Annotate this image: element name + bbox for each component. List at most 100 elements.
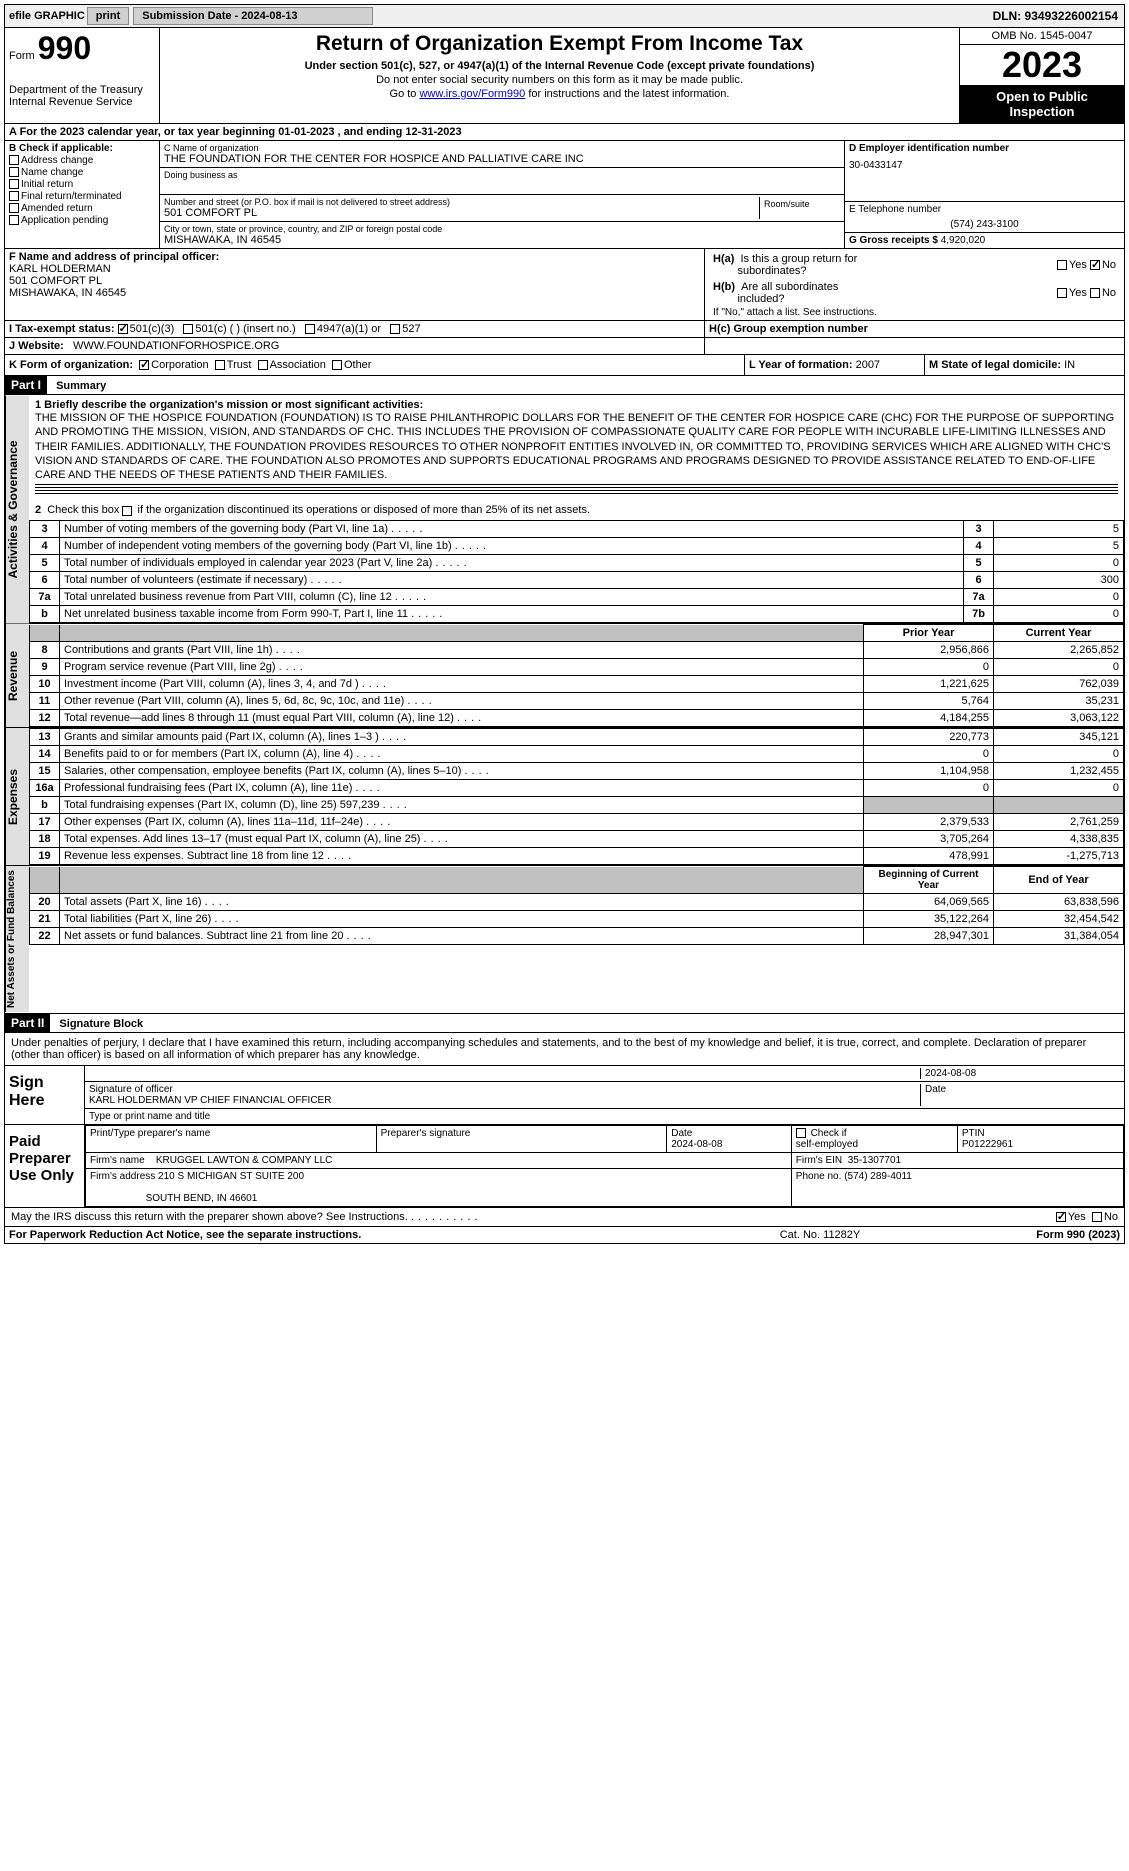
tax-status-row: I Tax-exempt status: 501(c)(3) 501(c) ( … — [4, 321, 1125, 338]
street-cell: Number and street (or P.O. box if mail i… — [160, 195, 844, 222]
officer-h-row: F Name and address of principal officer:… — [4, 249, 1125, 321]
expenses-table: 13Grants and similar amounts paid (Part … — [29, 728, 1124, 865]
page-footer: For Paperwork Reduction Act Notice, see … — [4, 1227, 1125, 1244]
topbar: efile GRAPHIC print Submission Date - 20… — [4, 4, 1125, 28]
chk-trust[interactable] — [215, 360, 225, 370]
revenue-section: Revenue Prior Year Current Year 8Contrib… — [4, 624, 1125, 728]
table-row: 9Program service revenue (Part VIII, lin… — [30, 659, 1124, 676]
dba-cell: Doing business as — [160, 168, 844, 195]
form-header: Form 990 Department of the Treasury Inte… — [4, 28, 1125, 124]
table-row: 11Other revenue (Part VIII, column (A), … — [30, 693, 1124, 710]
chk-name[interactable] — [9, 167, 19, 177]
efile-label: efile GRAPHIC — [9, 10, 85, 22]
ein-cell: D Employer identification number 30-0433… — [845, 141, 1124, 202]
principal-officer: F Name and address of principal officer:… — [5, 249, 704, 320]
paperwork-notice: For Paperwork Reduction Act Notice, see … — [9, 1229, 720, 1241]
chk-4947[interactable] — [305, 324, 315, 334]
table-row: 4Number of independent voting members of… — [30, 538, 1124, 555]
chk-527[interactable] — [390, 324, 400, 334]
part2-label: Part II — [5, 1014, 50, 1032]
gross-receipts-cell: G Gross receipts $ 4,920,020 — [845, 233, 1124, 248]
net-assets-section: Net Assets or Fund Balances Beginning of… — [4, 866, 1125, 1013]
chk-corp[interactable] — [139, 360, 149, 370]
chk-application[interactable] — [9, 215, 19, 225]
chk-501c3[interactable] — [118, 324, 128, 334]
preparer-table: Print/Type preparer's name Preparer's si… — [85, 1125, 1124, 1207]
chk-ha-yes[interactable] — [1057, 260, 1067, 270]
sign-here-label: Sign Here — [5, 1066, 85, 1124]
city-cell: City or town, state or province, country… — [160, 222, 844, 248]
discuss-row: May the IRS discuss this return with the… — [4, 1208, 1125, 1227]
chk-discuss-no[interactable] — [1092, 1212, 1102, 1222]
row-a-tax-year: A For the 2023 calendar year, or tax yea… — [4, 124, 1125, 141]
table-row: 10Investment income (Part VIII, column (… — [30, 676, 1124, 693]
part1-label: Part I — [5, 376, 47, 394]
table-row: bTotal fundraising expenses (Part IX, co… — [30, 797, 1124, 814]
table-row: 7aTotal unrelated business revenue from … — [30, 589, 1124, 606]
activities-governance-section: Activities & Governance 1 Briefly descri… — [4, 395, 1125, 624]
omb-number: OMB No. 1545-0047 — [960, 28, 1124, 45]
side-net: Net Assets or Fund Balances — [5, 866, 29, 1012]
table-row: 16aProfessional fundraising fees (Part I… — [30, 780, 1124, 797]
table-row: 20Total assets (Part X, line 16) ....64,… — [30, 894, 1124, 911]
phone-cell: E Telephone number (574) 243-3100 — [845, 202, 1124, 233]
h-section: H(a) Is this a group return for subordin… — [704, 249, 1124, 320]
revenue-table: Prior Year Current Year 8Contributions a… — [29, 624, 1124, 727]
chk-ha-no[interactable] — [1090, 260, 1100, 270]
chk-final[interactable] — [9, 191, 19, 201]
mission-text: THE MISSION OF THE HOSPICE FOUNDATION (F… — [35, 411, 1118, 482]
part1-header-row: Part I Summary — [4, 376, 1125, 395]
table-row: 6Total number of volunteers (estimate if… — [30, 572, 1124, 589]
chk-501c[interactable] — [183, 324, 193, 334]
submission-date-button[interactable]: Submission Date - 2024-08-13 — [133, 7, 373, 25]
sig-date: 2024-08-08 — [920, 1068, 1120, 1079]
public-inspection: Open to Public Inspection — [960, 85, 1124, 123]
irs-link[interactable]: www.irs.gov/Form990 — [419, 88, 525, 100]
form-label: Form — [9, 50, 35, 62]
department: Department of the Treasury Internal Reve… — [9, 84, 155, 108]
room-suite: Room/suite — [760, 197, 840, 219]
table-row: 8Contributions and grants (Part VIII, li… — [30, 642, 1124, 659]
perjury-statement: Under penalties of perjury, I declare th… — [5, 1033, 1124, 1065]
chk-assoc[interactable] — [258, 360, 268, 370]
expenses-section: Expenses 13Grants and similar amounts pa… — [4, 728, 1125, 866]
table-row: 19Revenue less expenses. Subtract line 1… — [30, 848, 1124, 865]
chk-self-employed[interactable] — [796, 1128, 806, 1138]
table-row: 21Total liabilities (Part X, line 26) ..… — [30, 911, 1124, 928]
chk-other[interactable] — [332, 360, 342, 370]
paid-preparer-label: Paid Preparer Use Only — [5, 1125, 85, 1207]
form-subtitle: Under section 501(c), 527, or 4947(a)(1)… — [168, 60, 951, 72]
table-row: 13Grants and similar amounts paid (Part … — [30, 729, 1124, 746]
chk-discontinued[interactable] — [122, 506, 132, 516]
side-expenses: Expenses — [5, 728, 29, 865]
klm-row: K Form of organization: Corporation Trus… — [4, 355, 1125, 376]
entity-info-grid: B Check if applicable: Address change Na… — [4, 141, 1125, 249]
form-number: 990 — [38, 30, 91, 66]
form-title: Return of Organization Exempt From Incom… — [168, 32, 951, 56]
net-table: Beginning of Current Year End of Year 20… — [29, 866, 1124, 945]
chk-initial[interactable] — [9, 179, 19, 189]
side-activities: Activities & Governance — [5, 395, 29, 623]
signature-block: Under penalties of perjury, I declare th… — [4, 1033, 1125, 1208]
table-row: bNet unrelated business taxable income f… — [30, 606, 1124, 623]
chk-discuss-yes[interactable] — [1056, 1212, 1066, 1222]
table-row: 12Total revenue—add lines 8 through 11 (… — [30, 710, 1124, 727]
chk-address[interactable] — [9, 155, 19, 165]
chk-hb-yes[interactable] — [1057, 288, 1067, 298]
form-footer: Form 990 (2023) — [920, 1229, 1120, 1241]
line2: 2 Check this box if the organization dis… — [29, 500, 1124, 520]
column-b-checkboxes: B Check if applicable: Address change Na… — [5, 141, 160, 248]
org-name-cell: C Name of organization THE FOUNDATION FO… — [160, 141, 844, 168]
dln: DLN: 93493226002154 — [987, 7, 1124, 25]
chk-hb-no[interactable] — [1090, 288, 1100, 298]
instructions-note: Go to www.irs.gov/Form990 for instructio… — [168, 88, 951, 100]
table-row: 14Benefits paid to or for members (Part … — [30, 746, 1124, 763]
side-revenue: Revenue — [5, 624, 29, 727]
tax-year: 2023 — [960, 45, 1124, 85]
catalog-number: Cat. No. 11282Y — [720, 1229, 920, 1241]
part2-title: Signature Block — [53, 1018, 143, 1030]
chk-amended[interactable] — [9, 203, 19, 213]
print-button[interactable]: print — [87, 7, 129, 25]
website-row: J Website: WWW.FOUNDATIONFORHOSPICE.ORG — [4, 338, 1125, 355]
ssn-note: Do not enter social security numbers on … — [168, 74, 951, 86]
